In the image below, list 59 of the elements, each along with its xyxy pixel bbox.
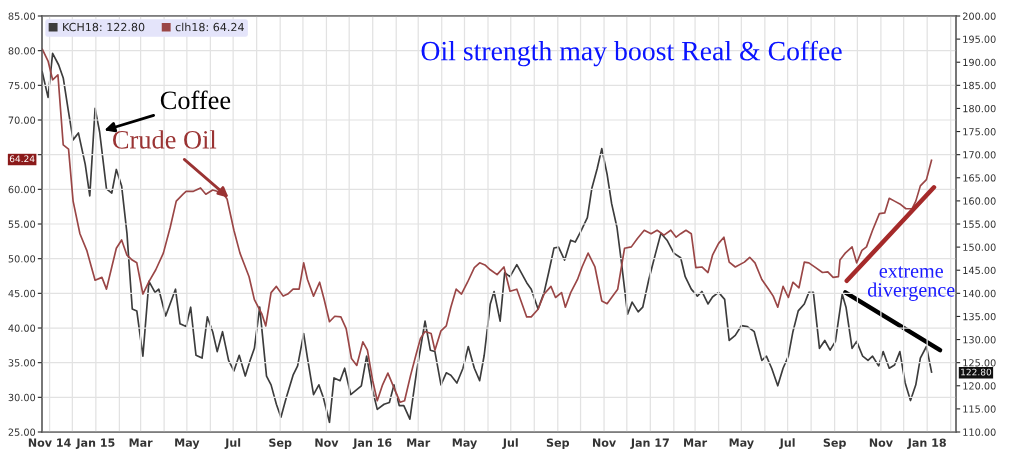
y-tick-label: 60.00 [8,185,36,194]
y2-tick-label: 135.00 [963,312,996,321]
text: Oil strength may boost Real & Coffee [421,40,842,67]
legend-label: clh18: 64.24 [175,22,244,32]
y2-tick-label: 140.00 [963,289,996,298]
text: 122.80 [961,368,992,376]
x-tick-label: Jul [224,438,241,449]
y-tick-label: 35.00 [8,359,36,367]
x-tick-label: Jan 15 [75,438,115,449]
y-tick-label: 85.00 [8,12,36,20]
y-tick-label: 50.00 [8,255,36,263]
y-tick-label: 25.00 [8,428,36,436]
y-tick-label: 45.00 [8,289,36,298]
x-tick-label: Jul [779,438,795,449]
x-tick-label: Sep [269,438,292,449]
x-tick-label: Jul [502,438,518,449]
y2-tick-label: 155.00 [963,220,996,228]
x-tick-label: Jan 17 [630,438,669,449]
y2-tick-label: 160.00 [963,197,996,205]
x-tick-label: Mar [684,438,708,447]
y2-tick-label: 130.00 [963,336,996,344]
y2-tick-label: 170.00 [963,151,996,159]
text: 64.24 [9,155,35,163]
y2-tick-label: 195.00 [963,35,996,43]
x-tick-label: Jan 16 [352,438,392,449]
y2-tick-label: 180.00 [963,104,996,113]
x-tick-label: May [452,438,478,449]
annotation: extreme divergence [867,266,955,301]
y2-tick-label: 190.00 [963,58,996,67]
x-tick-label: Sep [546,438,570,449]
x-tick-label: Sep [823,438,846,449]
y2-tick-label: 120.00 [963,382,996,390]
y-tick-label: 30.00 [8,393,36,402]
y2-tick-label: 185.00 [963,81,996,90]
y-tick-label: 70.00 [8,116,36,124]
x-tick-label: Mar [407,438,431,447]
x-tick-label: Nov [315,438,339,447]
annotation: Crude Oil [113,130,217,149]
y2-tick-label: 110.00 [963,428,996,436]
y2-tick-label: 165.00 [963,174,996,182]
y-tick-label: 75.00 [8,81,36,90]
annotation: Coffee [160,90,231,110]
y-tick-label: 40.00 [8,324,36,332]
x-tick-label: Nov 14 [28,438,71,447]
x-tick-label: May [175,438,200,449]
y2-tick-label: 200.00 [962,12,996,20]
x-tick-label: May [729,438,754,449]
y-tick-label: 80.00 [8,47,36,55]
y-tick-label: 55.00 [8,220,36,228]
y2-tick-label: 115.00 [963,405,996,413]
x-tick-label: Mar [129,438,153,447]
y2-tick-label: 145.00 [963,266,996,275]
x-tick-label: Jan 18 [907,438,946,449]
y2-tick-label: 125.00 [963,359,996,367]
y2-tick-label: 175.00 [963,128,996,136]
x-tick-label: Nov [869,438,893,447]
x-tick-label: Nov [592,438,616,447]
y2-tick-label: 150.00 [963,243,996,251]
legend-label: KCH18: 122.80 [63,22,145,32]
